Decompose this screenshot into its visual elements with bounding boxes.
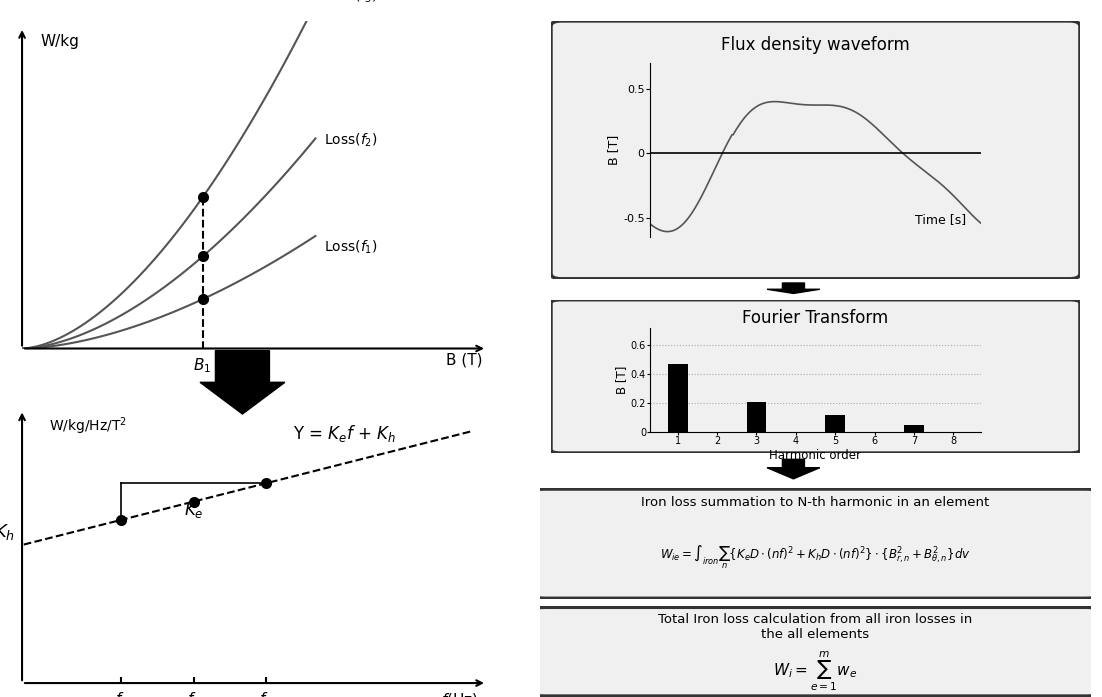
Text: $W_{ie} = \int_{iron} \sum_{n} \{K_e D \cdot (nf)^2 + K_h D \cdot (nf)^2\} \cdot: $W_{ie} = \int_{iron} \sum_{n} \{K_e D \… <box>660 544 971 571</box>
FancyBboxPatch shape <box>534 489 1096 598</box>
Text: Loss$(f_2)$: Loss$(f_2)$ <box>324 132 378 149</box>
FancyArrow shape <box>767 459 820 479</box>
Text: $B_1$: $B_1$ <box>194 356 212 375</box>
FancyBboxPatch shape <box>534 607 1096 696</box>
Text: B (T): B (T) <box>446 352 483 367</box>
Text: $K_h$: $K_h$ <box>0 522 14 542</box>
Text: $f_2$: $f_2$ <box>187 690 201 697</box>
Text: Flux density waveform: Flux density waveform <box>721 36 910 54</box>
Y-axis label: B [T]: B [T] <box>607 135 620 165</box>
FancyArrow shape <box>767 283 820 293</box>
Bar <box>668 364 688 432</box>
Text: $f$(Hz): $f$(Hz) <box>441 691 478 697</box>
Text: $K_e$: $K_e$ <box>184 500 203 520</box>
Text: $W_i = \sum_{e=1}^{m} w_e$: $W_i = \sum_{e=1}^{m} w_e$ <box>774 650 857 694</box>
FancyBboxPatch shape <box>551 300 1080 453</box>
Text: Loss$(f_1)$: Loss$(f_1)$ <box>324 238 378 256</box>
Text: Fourier Transform: Fourier Transform <box>743 309 888 327</box>
Text: W/kg: W/kg <box>40 34 79 49</box>
Text: Total Iron loss calculation from all iron losses in
the all elements: Total Iron loss calculation from all iro… <box>658 613 973 641</box>
Text: $f_3$: $f_3$ <box>259 690 272 697</box>
Text: Y = $K_e f$ + $K_h$: Y = $K_e f$ + $K_h$ <box>293 423 396 444</box>
Bar <box>747 401 766 432</box>
Text: Iron loss summation to N-th harmonic in an element: Iron loss summation to N-th harmonic in … <box>641 496 990 509</box>
Text: Time [s]: Time [s] <box>915 213 965 226</box>
Text: W/kg/Hz/T$^2$: W/kg/Hz/T$^2$ <box>50 415 127 437</box>
Bar <box>825 415 845 432</box>
Bar <box>904 425 923 432</box>
X-axis label: Harmonic order: Harmonic order <box>769 449 862 462</box>
FancyArrow shape <box>199 351 284 414</box>
Y-axis label: B [T]: B [T] <box>615 366 628 394</box>
FancyBboxPatch shape <box>551 21 1080 279</box>
Text: $f_1$: $f_1$ <box>115 690 128 697</box>
Text: Loss$(f_3)$: Loss$(f_3)$ <box>324 0 378 5</box>
